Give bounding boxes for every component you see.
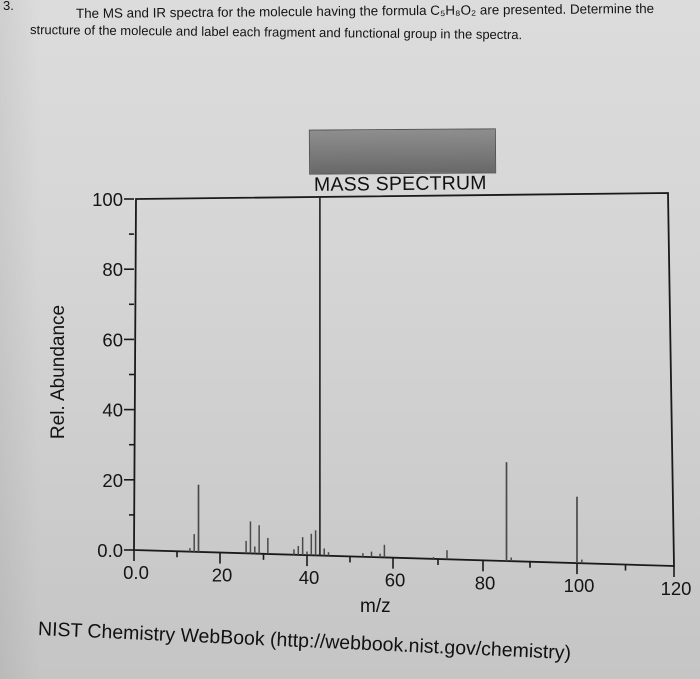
x-tick-label: 120 [661,578,692,599]
y-tick-label: 100 [92,189,123,210]
paper-shadow [0,0,40,679]
x-tick-label: 80 [475,572,496,593]
y-tick-label: 80 [102,259,123,280]
y-tick-label: 0.0 [97,540,123,561]
y-tick-label: 20 [102,470,123,491]
x-axis-label: m/z [360,596,391,617]
x-tick-label: 0.0 [123,562,149,583]
x-tick-label: 60 [385,570,406,591]
plot-border [133,192,675,567]
plot-frame [133,192,675,567]
y-axis-ticks: 0.0 20 40 60 80 100 [92,189,134,561]
y-tick-label: 60 [102,329,123,350]
y-axis-label: Rel. Abundance [48,305,69,439]
x-tick-label: 100 [564,575,595,596]
spectrum-peaks [189,196,583,564]
x-axis-ticks: 0.0 20 40 60 80 100 120 [123,550,691,599]
x-tick-label: 40 [299,567,320,588]
problem-number: 3. [3,0,14,13]
x-tick-label: 20 [212,565,233,586]
y-tick-label: 40 [102,400,123,421]
